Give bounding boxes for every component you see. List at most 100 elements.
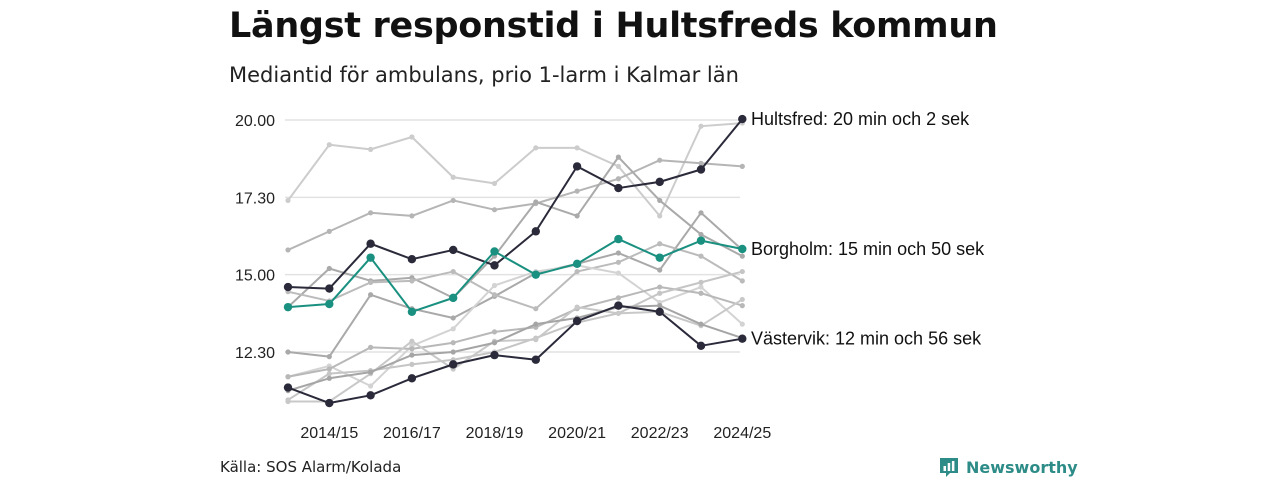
bg-series-1-line <box>287 159 743 251</box>
series-borgholm-point-1 <box>325 299 334 309</box>
series-vstervik-point-11 <box>738 334 747 343</box>
bg-series-3-group <box>285 210 745 360</box>
series-hultsfred-group <box>283 114 747 293</box>
brand-logo[interactable]: Newsworthy <box>938 456 1078 478</box>
bg-series-1-point-7 <box>574 188 580 194</box>
series-vstervik-point-7 <box>572 316 582 326</box>
end-labels: Hultsfred: 20 min och 2 sek Borgholm: 15 … <box>751 109 985 349</box>
bg-series-5-point-8 <box>615 270 622 276</box>
bg-series-5-point-4 <box>450 326 456 332</box>
bg-series-0-point-4 <box>450 174 456 180</box>
bg-series-2-point-10 <box>698 231 704 238</box>
x-tick-label-2: 2018/19 <box>466 425 524 442</box>
series-vstervik-point-2 <box>366 391 375 400</box>
bg-series-1-point-2 <box>368 210 374 216</box>
bg-series-5-point-11 <box>739 321 745 327</box>
grid-lines <box>285 119 740 353</box>
x-tick-label-1: 2016/17 <box>383 425 441 442</box>
bg-series-0-point-6 <box>533 145 539 151</box>
bg-series-2-point-6 <box>533 199 539 205</box>
y-tick-label-0: 12.30 <box>235 345 275 362</box>
bg-series-1-point-1 <box>326 228 332 234</box>
bg-series-5-line <box>287 264 743 388</box>
bg-series-4-point-8 <box>615 259 622 265</box>
series-borgholm-point-4 <box>449 293 458 303</box>
bg-series-4-point-10 <box>698 253 704 259</box>
bg-series-3-point-2 <box>368 292 374 298</box>
bg-series-3-point-8 <box>615 250 622 256</box>
series-vstervik-point-9 <box>655 307 664 316</box>
bg-series-9-point-10 <box>698 321 704 327</box>
bg-series-1-point-8 <box>615 176 622 182</box>
end-label-hultsfred: Hultsfred: 20 min och 2 sek <box>751 109 970 129</box>
bg-series-6-point-8 <box>615 295 622 301</box>
bg-series-2-point-11 <box>739 253 745 259</box>
bg-series-9-point-5 <box>491 340 498 346</box>
series-borgholm-point-10 <box>696 236 706 245</box>
bg-series-6-point-11 <box>739 303 745 309</box>
series-vstervik-point-6 <box>531 355 540 364</box>
bg-series-0-point-10 <box>698 123 704 129</box>
bg-series-9-point-6 <box>533 321 539 327</box>
bg-series-9-point-4 <box>450 349 456 355</box>
bg-series-0-line <box>287 122 743 217</box>
bg-series-8-point-3 <box>409 338 415 344</box>
series-hultsfred-point-8 <box>614 183 623 193</box>
bg-series-4-point-3 <box>409 278 415 284</box>
bg-series-4-point-11 <box>739 278 745 284</box>
series-borgholm-group <box>283 234 747 316</box>
bg-series-7-point-1 <box>326 371 332 377</box>
bg-series-5-point-10 <box>698 284 704 290</box>
series-vstervik-point-4 <box>449 360 458 369</box>
bg-series-6-point-9 <box>657 284 663 290</box>
bg-series-8-point-0 <box>285 398 291 405</box>
bg-series-6-line <box>287 286 743 378</box>
bg-series-0-point-5 <box>491 180 498 187</box>
series-hultsfred-point-0 <box>283 282 293 292</box>
bg-series-8-point-7 <box>574 304 580 310</box>
bg-series-4-point-5 <box>491 292 498 298</box>
source-note: Källa: SOS Alarm/Kolada <box>220 458 402 476</box>
bg-series-6-point-4 <box>450 340 456 346</box>
bg-series-2-point-1 <box>326 265 332 272</box>
bg-series-2-line <box>287 156 743 308</box>
bg-series-8-point-8 <box>615 310 622 316</box>
bg-series-1-point-4 <box>450 197 456 204</box>
bg-series-0-point-1 <box>326 142 332 148</box>
series-hultsfred-point-3 <box>407 255 417 264</box>
bg-series-3-point-9 <box>657 267 663 273</box>
bg-series-1-point-11 <box>739 163 745 169</box>
series-borgholm-point-6 <box>531 270 540 279</box>
x-tick-label-3: 2020/21 <box>548 425 606 442</box>
bg-series-3-point-4 <box>450 315 456 321</box>
series-vstervik-point-5 <box>490 350 499 360</box>
series-vstervik-point-3 <box>407 374 417 383</box>
series-hultsfred-point-2 <box>366 239 375 248</box>
y-tick-label-3: 20.00 <box>235 113 275 130</box>
bg-series-6-point-1 <box>326 366 332 372</box>
chart-subtitle: Mediantid för ambulans, prio 1-larm i Ka… <box>229 63 739 87</box>
series-hultsfred-point-10 <box>696 165 706 174</box>
series-vstervik-point-0 <box>283 383 293 392</box>
y-tick-label-2: 17.30 <box>235 190 275 207</box>
bg-series-9-line <box>287 304 743 392</box>
series-borgholm-point-0 <box>283 302 293 312</box>
x-tick-label-4: 2022/23 <box>631 425 689 442</box>
x-tick-label-0: 2014/15 <box>300 425 358 442</box>
bg-series-3-point-1 <box>326 354 332 360</box>
bg-series-4-point-7 <box>574 268 580 275</box>
x-tick-label-5: 2024/25 <box>713 425 771 442</box>
series-vstervik-line <box>287 304 743 405</box>
bg-series-7-point-9 <box>657 290 663 296</box>
bg-series-1-point-5 <box>491 207 498 213</box>
chart-title: Längst responstid i Hultsfreds kommun <box>229 6 998 46</box>
bg-series-7-point-10 <box>698 279 704 285</box>
series-borgholm-line <box>287 238 743 313</box>
series-hultsfred-point-5 <box>490 261 499 270</box>
bg-series-4-line <box>287 242 743 310</box>
bg-series-3-point-0 <box>285 349 291 355</box>
bg-series-4-point-4 <box>450 268 456 275</box>
series-borgholm-point-8 <box>614 234 623 244</box>
highlighted-series <box>283 114 747 408</box>
